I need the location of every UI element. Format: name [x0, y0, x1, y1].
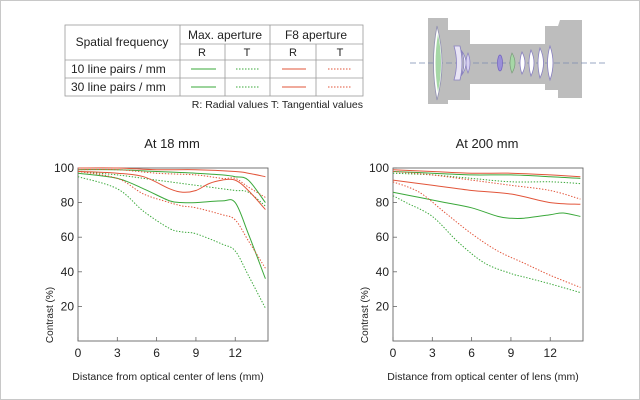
chart-18mm-series-line-3 — [77, 176, 266, 309]
legend-table — [64, 24, 364, 97]
chart-18mm-series-line-2 — [77, 172, 266, 279]
chart-200mm-xtick-label: 0 — [390, 346, 397, 360]
legend-footnote: R: Radial values T: Tangential values — [192, 99, 363, 111]
chart-18mm-series-line-4 — [77, 167, 266, 178]
lens-cross-section-diagram — [410, 18, 605, 104]
chart-18mm-series-line-0 — [77, 169, 266, 203]
chart-200mm-plot-frame — [392, 167, 584, 342]
chart-18mm-ytick-label: 80 — [61, 196, 75, 210]
chart-200mm-ytick-label: 60 — [376, 230, 390, 244]
chart-18mm-series-line-5 — [77, 168, 266, 198]
chart-200mm-series-line-5 — [392, 171, 581, 200]
legend-row-10lp: 10 line pairs / mm — [71, 62, 166, 76]
legend-header-f8-aperture: F8 aperture — [285, 28, 347, 42]
chart-200mm-xtick-label: 3 — [429, 346, 436, 360]
chart-18mm-series-line-1 — [77, 171, 266, 207]
chart-200mm-ytick-label: 100 — [369, 161, 389, 175]
chart-200mm-ytick-label: 40 — [376, 265, 390, 279]
legend-row-30lp: 30 line pairs / mm — [71, 80, 166, 94]
legend-sub-r-max: R — [198, 47, 206, 59]
chart-18mm-title: At 18 mm — [144, 136, 200, 151]
chart-18mm-ytick-label: 100 — [54, 161, 74, 175]
chart-18mm-plot-frame — [77, 167, 269, 342]
chart-200mm-xtick-label: 12 — [544, 346, 558, 360]
chart-200mm-xtick-label: 6 — [468, 346, 475, 360]
chart-18mm-xtick-label: 6 — [153, 346, 160, 360]
chart-200mm-series-line-3 — [392, 195, 581, 294]
chart-200mm-series-line-6 — [392, 179, 581, 205]
chart-200mm-xlabel: Distance from optical center of lens (mm… — [387, 371, 578, 383]
chart-200mm: At 200 mm 0 3 6 9 12 20 40 60 80 100 Contrast (%)… — [360, 136, 584, 383]
legend-line-samples — [191, 68, 352, 88]
legend-sub-t-f8: T — [337, 47, 344, 59]
chart-200mm-xtick-label: 9 — [508, 346, 515, 360]
chart-18mm-xtick-label: 12 — [229, 346, 243, 360]
chart-18mm-xtick-label: 9 — [193, 346, 200, 360]
chart-200mm-series-line-7 — [392, 181, 581, 288]
chart-18mm-series-line-7 — [77, 171, 266, 269]
legend-header-spatial: Spatial frequency — [76, 35, 169, 49]
chart-18mm-xtick-label: 3 — [114, 346, 121, 360]
chart-200mm-ytick-label: 20 — [376, 299, 390, 313]
chart-18mm-series-line-6 — [77, 171, 266, 210]
legend-sub-t-max: T — [244, 47, 251, 59]
legend-sub-r-f8: R — [289, 47, 297, 59]
chart-18mm-ytick-label: 60 — [61, 230, 75, 244]
chart-200mm-series-line-0 — [392, 171, 581, 179]
chart-18mm-ylabel: Contrast (%) — [45, 287, 56, 343]
chart-200mm-ytick-label: 80 — [376, 196, 390, 210]
chart-18mm-ytick-label: 40 — [61, 265, 75, 279]
chart-18mm-xtick-label: 0 — [75, 346, 82, 360]
chart-200mm-ylabel: Contrast (%) — [360, 287, 371, 343]
chart-200mm-series-line-4 — [392, 169, 581, 178]
chart-200mm-title: At 200 mm — [456, 136, 519, 151]
chart-18mm-xlabel: Distance from optical center of lens (mm… — [72, 371, 263, 383]
chart-18mm-ytick-label: 20 — [61, 299, 75, 313]
chart-200mm-series-line-2 — [392, 191, 581, 219]
legend-header-max-aperture: Max. aperture — [188, 28, 262, 42]
